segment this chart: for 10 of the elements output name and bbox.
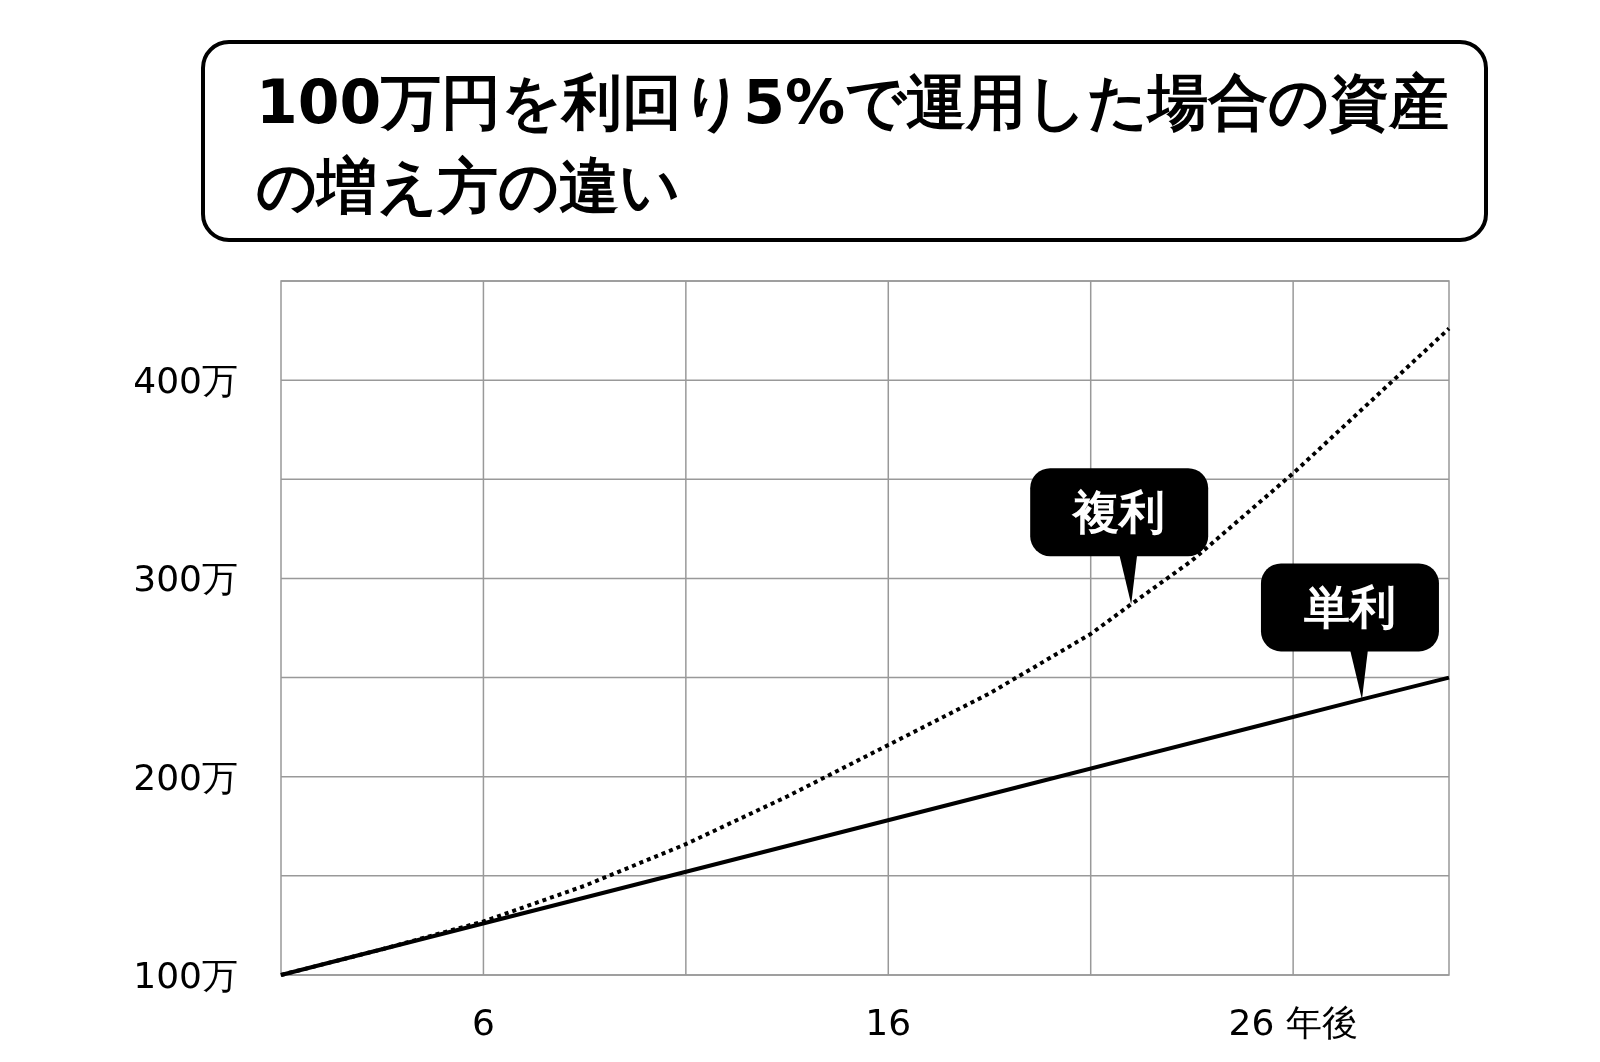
annotation: 複利 — [1071, 485, 1166, 540]
y-tick-label: 100万 — [133, 955, 238, 996]
x-tick-label: 6 — [471, 1002, 495, 1043]
y-tick-label: 200万 — [133, 756, 238, 798]
chart-title: 100万円を利回り5%で運用した場合の資産の増え方の違い — [256, 66, 1451, 223]
annotation: 単利 — [1303, 580, 1396, 635]
y-tick-label: 400万 — [133, 360, 238, 402]
x-tick-label: 26 年後 — [1228, 1002, 1358, 1043]
y-tick-label: 300万 — [133, 558, 238, 600]
x-tick-label: 16 — [865, 1002, 912, 1043]
